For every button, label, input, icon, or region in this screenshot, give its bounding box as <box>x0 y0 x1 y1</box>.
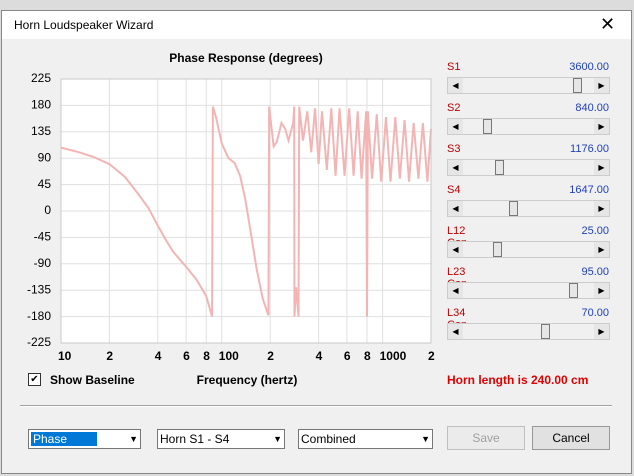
chart-title: Phase Response (degrees) <box>169 51 322 65</box>
slider-thumb[interactable] <box>573 78 582 93</box>
title-bar: Horn Loudspeaker Wizard ✕ <box>2 11 631 39</box>
dropdown-text: Phase <box>31 432 98 446</box>
x-tick-label: 6 <box>183 349 190 363</box>
slider-thumb[interactable] <box>541 324 550 339</box>
dropdown-text: Combined <box>301 432 356 446</box>
slider-value: 840.00 <box>575 102 609 114</box>
slider-left-arrow[interactable]: ◀ <box>448 283 463 298</box>
x-tick-label: 6 <box>344 349 351 363</box>
slider-left-arrow[interactable]: ◀ <box>448 160 463 175</box>
slider-right-arrow[interactable]: ▶ <box>594 201 609 216</box>
checkbox-label[interactable]: Show Baseline <box>50 373 135 387</box>
slider-left-arrow[interactable]: ◀ <box>448 324 463 339</box>
phase-line <box>60 106 432 317</box>
save-button[interactable]: Save <box>447 426 525 450</box>
slider-left-arrow[interactable]: ◀ <box>448 201 463 216</box>
y-tick-label: -45 <box>34 230 52 244</box>
dropdown[interactable]: Phase ▼ <box>28 429 141 449</box>
slider[interactable]: ◀ ▶ <box>447 323 610 340</box>
x-tick-label: 2 <box>428 349 435 363</box>
slider[interactable]: ◀ ▶ <box>447 77 610 94</box>
separator <box>20 405 612 407</box>
dropdown-text: Horn S1 - S4 <box>160 432 230 446</box>
slider-value: 3600.00 <box>569 61 609 73</box>
y-tick-label: -225 <box>27 335 51 349</box>
slider-thumb[interactable] <box>483 119 492 134</box>
x-tick-label: 8 <box>203 349 210 363</box>
y-tick-label: 180 <box>31 98 51 112</box>
dropdown[interactable]: Horn S1 - S4 ▼ <box>157 429 285 449</box>
cancel-button[interactable]: Cancel <box>532 426 610 450</box>
slider-right-arrow[interactable]: ▶ <box>594 119 609 134</box>
slider-label: S2 <box>447 102 461 114</box>
slider-right-arrow[interactable]: ▶ <box>594 324 609 339</box>
slider[interactable]: ◀ ▶ <box>447 118 610 135</box>
x-tick-label: 4 <box>155 349 162 363</box>
slider-label: S1 <box>447 61 461 73</box>
x-tick-label: 1000 <box>380 349 407 363</box>
slider[interactable]: ◀ ▶ <box>447 200 610 217</box>
slider-left-arrow[interactable]: ◀ <box>448 119 463 134</box>
checkbox[interactable]: ✔ <box>28 373 41 386</box>
slider-value: 1647.00 <box>569 184 609 196</box>
y-tick-label: 0 <box>44 203 51 217</box>
slider-label: S4 <box>447 184 461 196</box>
slider-left-arrow[interactable]: ◀ <box>448 78 463 93</box>
x-tick-label: 2 <box>106 349 113 363</box>
slider-thumb[interactable] <box>495 160 504 175</box>
y-tick-label: -90 <box>34 256 52 270</box>
slider-value: 25.00 <box>581 225 609 237</box>
dialog: Horn Loudspeaker Wizard ✕ Phase Response… <box>1 10 632 474</box>
slider-label: S3 <box>447 143 461 155</box>
x-tick-label: 8 <box>364 349 371 363</box>
window-title: Horn Loudspeaker Wizard <box>14 18 154 32</box>
y-tick-label: 90 <box>38 150 52 164</box>
y-tick-label: 225 <box>31 71 51 85</box>
slider-right-arrow[interactable]: ▶ <box>594 78 609 93</box>
chart: Phase Response (degrees) Frequency (hert… <box>27 51 435 387</box>
dropdown[interactable]: Combined ▼ <box>298 429 433 449</box>
x-tick-label: 100 <box>219 349 239 363</box>
slider-right-arrow[interactable]: ▶ <box>594 242 609 257</box>
x-tick-label: 2 <box>267 349 274 363</box>
x-tick-label: 10 <box>58 349 72 363</box>
slider-value: 95.00 <box>581 266 609 278</box>
slider-thumb[interactable] <box>569 283 578 298</box>
plot-border <box>60 78 432 344</box>
slider-thumb[interactable] <box>493 242 502 257</box>
slider-right-arrow[interactable]: ▶ <box>594 160 609 175</box>
x-axis-label: Frequency (hertz) <box>197 373 298 387</box>
y-tick-label: -180 <box>27 309 51 323</box>
close-button[interactable]: ✕ <box>600 14 616 34</box>
slider[interactable]: ◀ ▶ <box>447 282 610 299</box>
y-tick-label: 135 <box>31 124 51 138</box>
y-tick-label: -135 <box>27 282 51 296</box>
status-text: Horn length is 240.00 cm <box>447 373 589 387</box>
slider-right-arrow[interactable]: ▶ <box>594 283 609 298</box>
slider-value: 1176.00 <box>570 143 609 155</box>
slider[interactable]: ◀ ▶ <box>447 159 610 176</box>
y-tick-label: 45 <box>38 177 52 191</box>
slider-value: 70.00 <box>581 307 609 319</box>
slider-left-arrow[interactable]: ◀ <box>448 242 463 257</box>
slider[interactable]: ◀ ▶ <box>447 241 610 258</box>
x-tick-label: 4 <box>316 349 323 363</box>
slider-thumb[interactable] <box>509 201 518 216</box>
